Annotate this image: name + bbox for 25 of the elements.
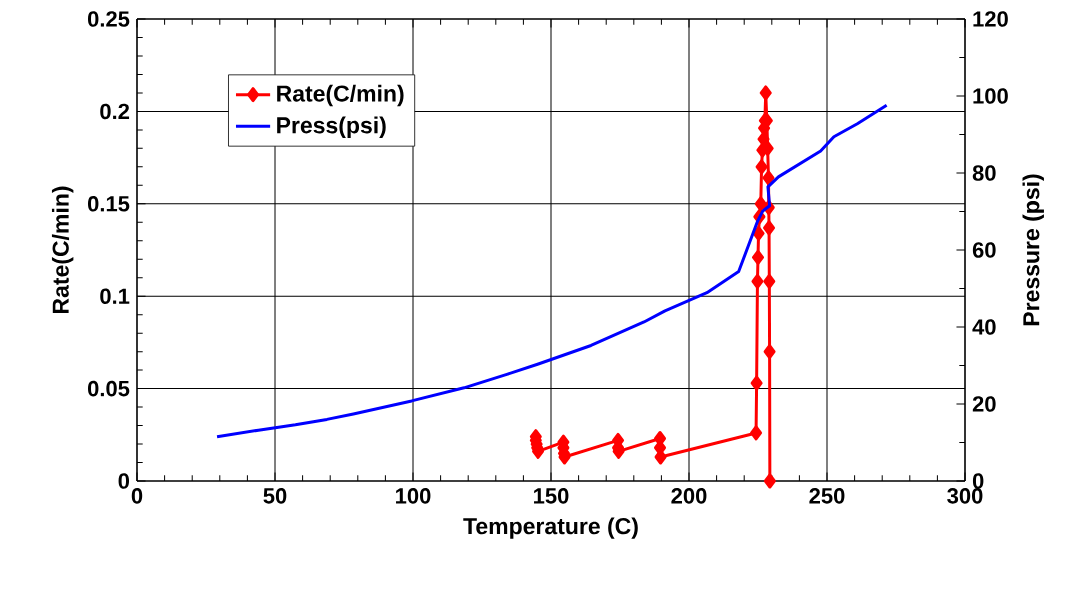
y-tick-label: 0.15 [88,196,130,212]
y-tick-label: 0.25 [88,11,130,27]
y-tick-label: 0.2 [100,103,130,120]
y2-tick-label: 40 [972,319,996,335]
y-tick-label: 0.05 [88,380,130,397]
y-axis-title: Rate(C/min) [51,186,74,313]
y2-tick-label: 100 [973,88,1008,104]
y2-tick-label: 20 [972,396,996,412]
y2-tick-label: 60 [972,242,996,258]
x-tick-label: 200 [671,488,707,504]
y2-tick-label: 120 [973,11,1008,27]
y2-tick-label: 80 [972,165,996,181]
legend-label: Rate(C/min) [277,84,404,107]
x-axis-title: Temperature (C) [463,517,638,539]
x-tick-label: 300 [947,488,983,504]
x-tick-label: 150 [534,488,569,504]
y-tick-label: 0 [118,473,130,489]
x-tick-label: 50 [263,488,287,504]
y2-axis-title: Pressure (psi) [1022,174,1044,326]
y2-tick-label: 0 [972,473,984,489]
x-tick-label: 0 [131,488,143,504]
x-tick-label: 250 [809,488,845,504]
x-tick-label: 100 [396,488,431,504]
y-tick-label: 0.1 [100,288,130,304]
legend-label: Press(psi) [277,116,386,138]
